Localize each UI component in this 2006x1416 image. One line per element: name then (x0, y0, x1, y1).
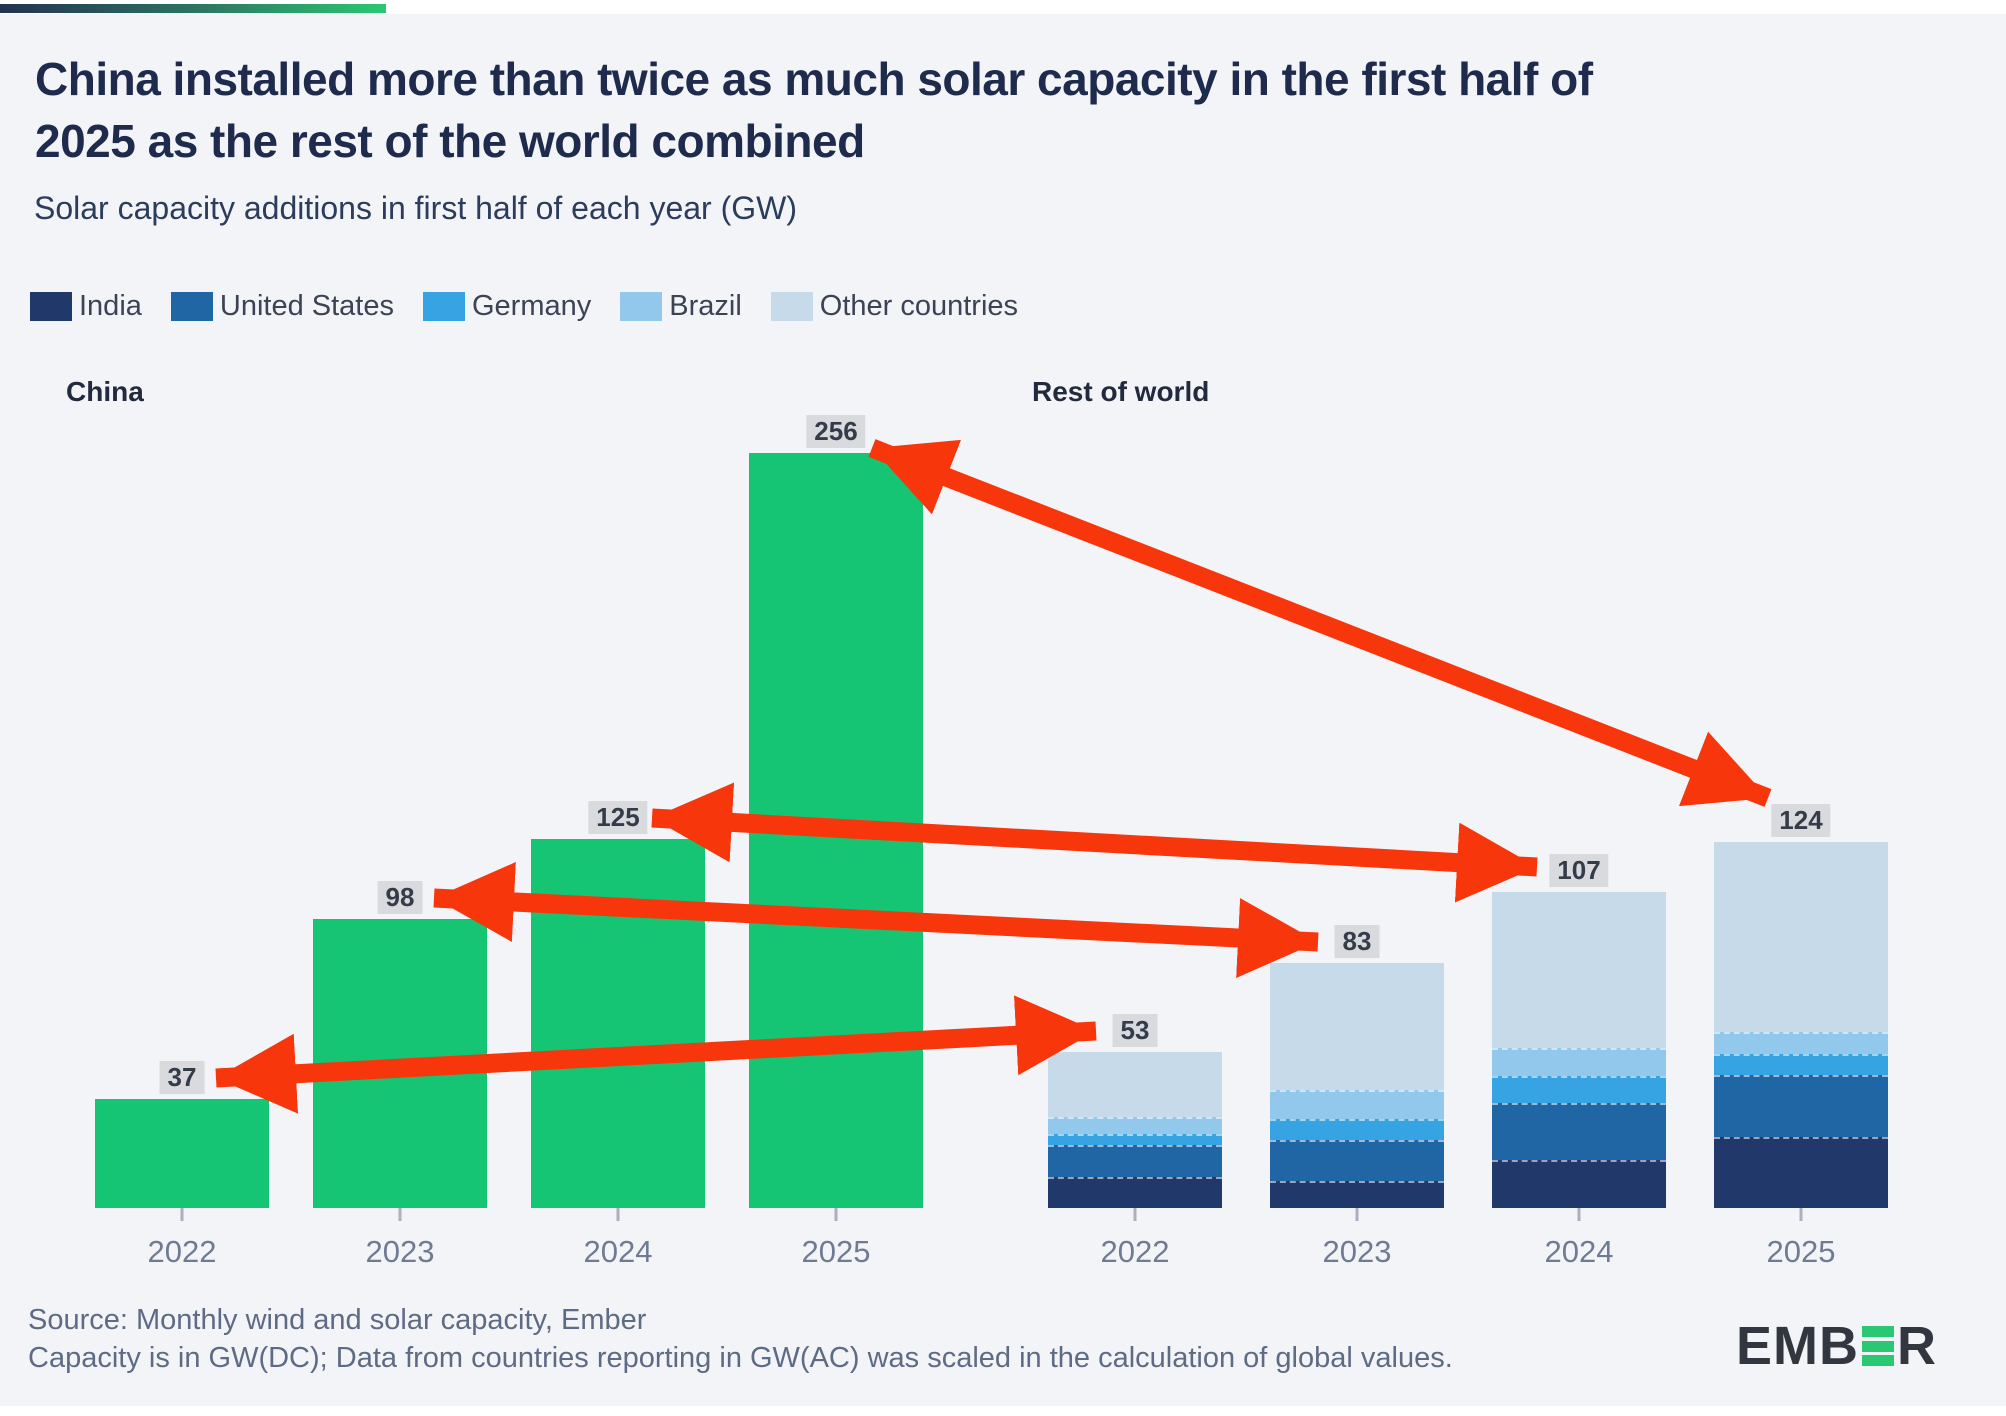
value-label-rest-of-world-2024: 107 (1549, 854, 1609, 887)
axis-tick-china-2022 (180, 1208, 184, 1221)
axis-tick-rest-of-world-2023 (1355, 1208, 1359, 1221)
legend-item-germany: Germany (423, 290, 591, 323)
ember-logo-green-e-icon (1862, 1326, 1894, 1366)
axis-label-china-2023: 2023 (365, 1234, 435, 1269)
legend-item-india: India (30, 290, 142, 323)
legend-item-other-countries: Other countries (770, 290, 1019, 323)
ember-logo-text-left: EMB (1736, 1316, 1859, 1376)
axis-tick-china-2025 (834, 1208, 838, 1221)
segment-other-countries-2022 (1048, 1052, 1222, 1117)
legend-label: Germany (472, 290, 592, 322)
value-label-rest-of-world-2023: 83 (1334, 925, 1380, 958)
group-label-rest-of-world: Rest of world (1032, 376, 1210, 407)
legend-label: Other countries (819, 290, 1019, 322)
segment-india-2022 (1048, 1177, 1222, 1208)
segment-germany-2023 (1270, 1119, 1444, 1140)
segment-united-states-2023 (1270, 1139, 1444, 1182)
bar-rest-of-world-2024 (1492, 892, 1666, 1208)
axis-label-rest-of-world-2025: 2025 (1766, 1234, 1836, 1269)
segment-united-states-2022 (1048, 1144, 1222, 1178)
axis-label-china-2025: 2025 (801, 1234, 871, 1269)
bar-rest-of-world-2025 (1714, 842, 1888, 1208)
page-title: China installed more than twice as much … (35, 48, 1593, 172)
axis-label-rest-of-world-2023: 2023 (1322, 1234, 1392, 1269)
bar-china-2023 (313, 919, 487, 1208)
axis-label-rest-of-world-2024: 2024 (1544, 1234, 1614, 1269)
legend-swatch-icon (30, 292, 72, 321)
axis-tick-rest-of-world-2024 (1577, 1208, 1581, 1221)
segment-united-states-2025 (1714, 1075, 1888, 1137)
segment-brazil-2022 (1048, 1116, 1222, 1135)
value-label-rest-of-world-2022: 53 (1112, 1014, 1158, 1047)
axis-tick-rest-of-world-2025 (1799, 1208, 1803, 1221)
value-label-china-2025: 256 (806, 415, 866, 448)
source-line-2: Capacity is in GW(DC); Data from countri… (28, 1342, 1453, 1374)
segment-india-2024 (1492, 1160, 1666, 1208)
segment-brazil-2024 (1492, 1048, 1666, 1077)
source-line-1: Source: Monthly wind and solar capacity,… (28, 1304, 647, 1336)
group-label-china: China (66, 376, 144, 407)
top-edge (0, 0, 2006, 14)
segment-brazil-2023 (1270, 1089, 1444, 1120)
axis-label-china-2022: 2022 (147, 1234, 217, 1269)
ember-logo-text-right: R (1897, 1316, 1937, 1376)
arrow-2025 (868, 439, 1772, 807)
axis-tick-china-2024 (616, 1208, 620, 1221)
legend-item-united-states: United States (170, 290, 394, 323)
segment-other-countries-2023 (1270, 963, 1444, 1090)
legend-label: United States (219, 290, 394, 322)
legend-swatch-icon (423, 292, 465, 321)
segment-india-2023 (1270, 1181, 1444, 1208)
bar-rest-of-world-2022 (1048, 1052, 1222, 1208)
segment-united-states-2024 (1492, 1102, 1666, 1161)
segment-germany-2024 (1492, 1076, 1666, 1103)
axis-tick-china-2023 (398, 1208, 402, 1221)
axis-tick-rest-of-world-2022 (1133, 1208, 1137, 1221)
legend-swatch-icon (170, 292, 213, 321)
segment-india-2025 (1714, 1136, 1888, 1208)
bar-rest-of-world-2023 (1270, 963, 1444, 1208)
legend-swatch-icon (620, 292, 663, 321)
brand-gradient-bar (0, 4, 386, 13)
axis-label-rest-of-world-2022: 2022 (1100, 1234, 1170, 1269)
axis-label-china-2024: 2024 (583, 1234, 653, 1269)
ember-logo: EMB R (1736, 1316, 1937, 1376)
value-label-china-2024: 125 (588, 801, 648, 834)
value-label-rest-of-world-2025: 124 (1771, 804, 1831, 837)
segment-other-countries-2025 (1714, 842, 1888, 1033)
value-label-china-2023: 98 (377, 881, 423, 914)
segment-germany-2022 (1048, 1134, 1222, 1145)
bar-china-2022 (95, 1099, 269, 1208)
legend-swatch-icon (770, 292, 813, 321)
title-line-1: China installed more than twice as much … (35, 53, 1593, 105)
page-subtitle: Solar capacity additions in first half o… (34, 190, 797, 226)
bar-china-2024 (531, 839, 705, 1208)
bottom-edge (0, 1406, 2006, 1416)
title-line-2: 2025 as the rest of the world combined (35, 115, 865, 167)
segment-germany-2025 (1714, 1054, 1888, 1076)
legend-label: India (79, 290, 142, 322)
legend: India United States Germany Brazil Other cou… (30, 290, 1018, 323)
legend-item-brazil: Brazil (620, 290, 742, 323)
bar-china-2025 (749, 453, 923, 1208)
segment-brazil-2025 (1714, 1032, 1888, 1055)
segment-other-countries-2024 (1492, 892, 1666, 1049)
value-label-china-2022: 37 (159, 1061, 205, 1094)
legend-label: Brazil (669, 290, 742, 322)
